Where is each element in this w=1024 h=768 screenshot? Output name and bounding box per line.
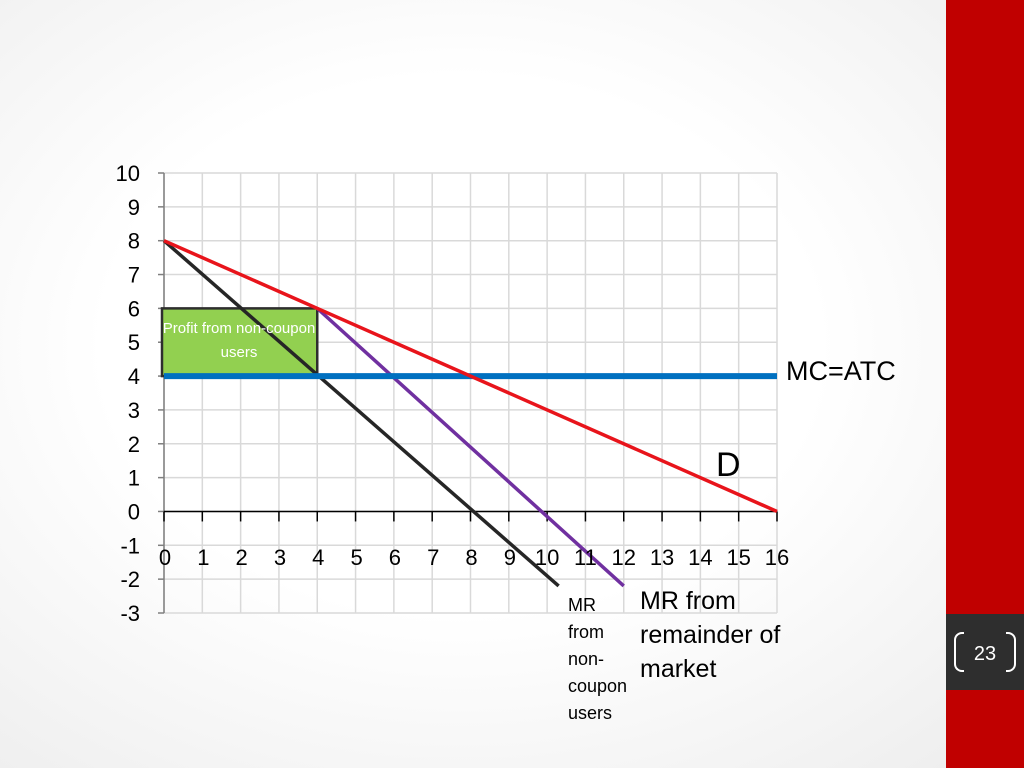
slide-number: 23 (973, 643, 997, 665)
x-tick-label-10: 10 (535, 545, 559, 570)
x-tick-label-1: 1 (197, 545, 209, 570)
y-tick-label-2: 8 (128, 229, 140, 254)
y-tick-label-12: -2 (120, 567, 140, 592)
left-bracket-icon (954, 632, 964, 672)
x-tick-label-7: 7 (427, 545, 439, 570)
y-tick-label-8: 2 (128, 432, 140, 457)
x-tick-label-14: 14 (688, 545, 712, 570)
mr-noncoupon-line-5: users (568, 703, 613, 723)
profit-rectangle (160, 307, 319, 378)
y-tick-label-10: 0 (128, 499, 140, 524)
x-tick-label-11: 11 (574, 545, 597, 570)
y-tick-label-5: 5 (128, 330, 140, 355)
mr-noncoupon-label: MR from non- coupon users (568, 592, 648, 727)
y-tick-label-9: 1 (128, 466, 140, 491)
mr-remainder-line-2: remainder of (640, 621, 781, 649)
x-tick-label-9: 9 (504, 545, 516, 570)
x-tick-label-4: 4 (312, 545, 324, 570)
y-tick-label-13: -3 (120, 601, 140, 626)
demand-line (163, 239, 778, 514)
x-tick-label-8: 8 (465, 545, 477, 570)
y-tick-label-6: 4 (128, 364, 140, 389)
x-tick-label-15: 15 (726, 545, 750, 570)
right-bracket-icon (1006, 632, 1016, 672)
profit-area (160, 307, 319, 378)
x-tick-label-16: 16 (765, 545, 789, 570)
mr-remainder-line (316, 307, 625, 588)
y-tick-label-11: -1 (120, 533, 140, 558)
chart-series-labels: MC=ATC D (716, 356, 896, 484)
mr-noncoupon-line-1: MR (568, 595, 596, 615)
profit-box-label: Profit from non-coupon users (162, 307, 316, 375)
mr-noncoupon-line (162, 239, 560, 588)
mr-noncoupon-line-2: from (568, 622, 604, 642)
chart-lines (162, 239, 778, 588)
mr-remainder-line-3: market (640, 655, 717, 683)
x-tick-label-6: 6 (389, 545, 401, 570)
x-tick-label-2: 2 (236, 545, 248, 570)
mr-remainder-line-1: MR from (640, 587, 736, 615)
x-tick-label-12: 12 (612, 545, 636, 570)
y-tick-label-4: 6 (128, 296, 140, 321)
x-tick-label-13: 13 (650, 545, 674, 570)
y-tick-label-1: 9 (128, 195, 140, 220)
slide-number-box: 23 (946, 614, 1024, 690)
y-tick-label-3: 7 (128, 263, 140, 288)
x-tick-label-3: 3 (274, 545, 286, 570)
chart-axes (158, 172, 778, 614)
mc-atc-label: MC=ATC (786, 356, 896, 386)
profit-box-text: Profit from non-coupon users (162, 320, 316, 361)
mr-noncoupon-line-4: coupon (568, 676, 628, 696)
mr-noncoupon-line-3: non- (568, 649, 605, 669)
y-tick-label-0: 10 (116, 161, 140, 186)
y-tick-label-7: 3 (128, 398, 140, 423)
x-tick-label-5: 5 (350, 545, 362, 570)
x-tick-label-0: 0 (159, 545, 171, 570)
demand-label: D (716, 446, 741, 484)
mr-remainder-label: MR from remainder of market (640, 584, 810, 686)
